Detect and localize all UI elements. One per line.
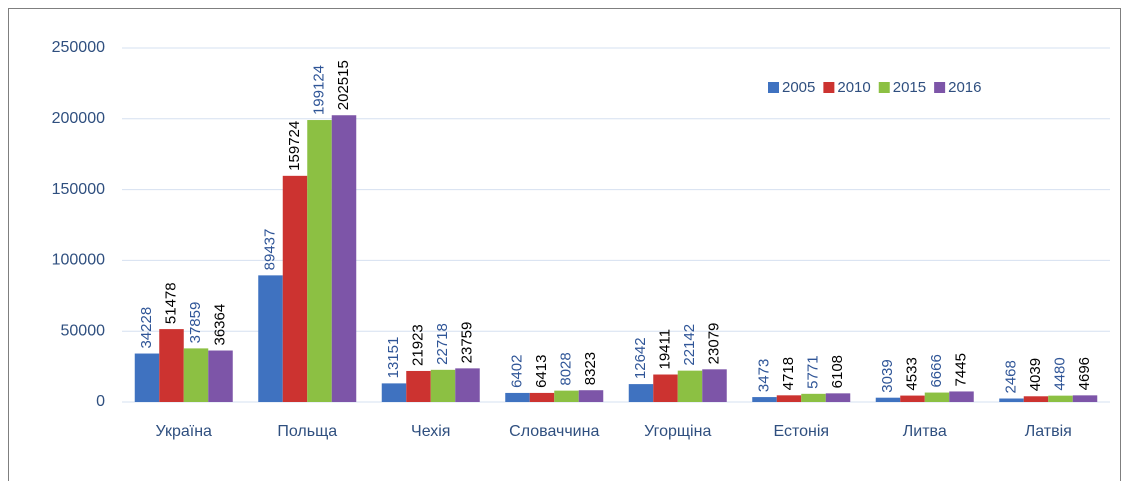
data-label: 3473 xyxy=(755,359,772,392)
data-label: 4480 xyxy=(1051,357,1068,390)
bar xyxy=(406,370,431,402)
bar xyxy=(554,390,579,402)
data-label: 6108 xyxy=(829,355,846,388)
data-label: 4718 xyxy=(780,357,797,390)
bar xyxy=(183,348,209,402)
bar xyxy=(752,397,777,402)
data-label: 5771 xyxy=(804,355,821,388)
y-tick-label: 150000 xyxy=(52,181,105,198)
bar xyxy=(702,369,727,402)
bar xyxy=(505,392,530,402)
data-label: 6402 xyxy=(508,355,525,388)
legend-label: 2010 xyxy=(837,79,870,96)
x-tick-label: Україна xyxy=(156,423,213,440)
data-label: 4039 xyxy=(1027,358,1044,391)
bar xyxy=(282,175,308,402)
x-tick-label: Чехія xyxy=(411,423,450,440)
bar xyxy=(208,350,233,402)
data-label: 6413 xyxy=(533,355,550,388)
bar xyxy=(628,384,654,402)
bar xyxy=(677,370,703,402)
legend-label: 2016 xyxy=(948,79,981,96)
bar xyxy=(455,368,480,402)
data-label: 199124 xyxy=(310,65,327,115)
legend-swatch xyxy=(934,82,946,93)
data-label: 22142 xyxy=(681,324,698,366)
x-tick-label: Угорщіна xyxy=(644,423,711,440)
data-label: 13151 xyxy=(385,337,402,379)
y-tick-label: 0 xyxy=(96,393,105,410)
y-tick-label: 50000 xyxy=(61,322,106,339)
data-label: 202515 xyxy=(335,60,352,110)
data-label: 3039 xyxy=(879,359,896,392)
bar xyxy=(1072,395,1098,402)
bar xyxy=(529,392,555,402)
bar xyxy=(381,383,407,402)
legend-swatch xyxy=(823,82,835,93)
x-tick-label: Естонія xyxy=(773,423,829,440)
data-label: 23759 xyxy=(458,322,475,364)
bar xyxy=(430,369,456,402)
data-label: 23079 xyxy=(705,323,722,365)
data-label: 4696 xyxy=(1076,357,1093,390)
bar xyxy=(900,395,925,402)
legend-swatch xyxy=(878,82,890,93)
bar xyxy=(801,393,826,402)
bar xyxy=(776,395,802,402)
data-label: 89437 xyxy=(261,229,278,271)
legend-label: 2015 xyxy=(893,79,926,96)
bar xyxy=(1048,395,1073,402)
bar xyxy=(159,329,184,402)
data-label: 22718 xyxy=(434,323,451,365)
bar xyxy=(949,391,974,402)
data-label: 34228 xyxy=(138,307,155,349)
data-label: 8028 xyxy=(557,352,574,385)
data-label: 4533 xyxy=(903,357,920,390)
y-tick-label: 100000 xyxy=(52,252,105,269)
data-label: 21923 xyxy=(409,324,426,366)
data-label: 2468 xyxy=(1002,360,1019,393)
y-tick-label: 250000 xyxy=(52,39,105,56)
bar xyxy=(578,390,604,402)
bar xyxy=(258,275,283,402)
x-tick-label: Польща xyxy=(277,423,337,440)
data-label: 6666 xyxy=(928,354,945,387)
legend-label: 2005 xyxy=(782,79,815,96)
data-label: 36364 xyxy=(211,304,228,346)
data-label: 19411 xyxy=(656,329,673,370)
data-label: 159724 xyxy=(286,121,303,171)
bar xyxy=(1023,396,1049,402)
y-tick-label: 200000 xyxy=(52,110,105,127)
bar xyxy=(999,398,1024,402)
bar xyxy=(134,353,160,402)
bar xyxy=(875,397,901,402)
bar xyxy=(825,393,851,402)
data-label: 12642 xyxy=(632,337,649,379)
data-label: 37859 xyxy=(187,302,204,344)
bar xyxy=(653,374,678,402)
x-tick-label: Словаччина xyxy=(509,423,599,440)
data-label: 51478 xyxy=(162,282,179,324)
legend-swatch xyxy=(768,82,779,93)
bar xyxy=(924,392,950,402)
x-tick-label: Латвія xyxy=(1025,423,1072,440)
data-label: 8323 xyxy=(582,352,599,385)
bar xyxy=(331,115,357,402)
data-label: 7445 xyxy=(952,353,969,386)
x-tick-label: Литва xyxy=(903,423,947,440)
bar xyxy=(307,120,332,403)
